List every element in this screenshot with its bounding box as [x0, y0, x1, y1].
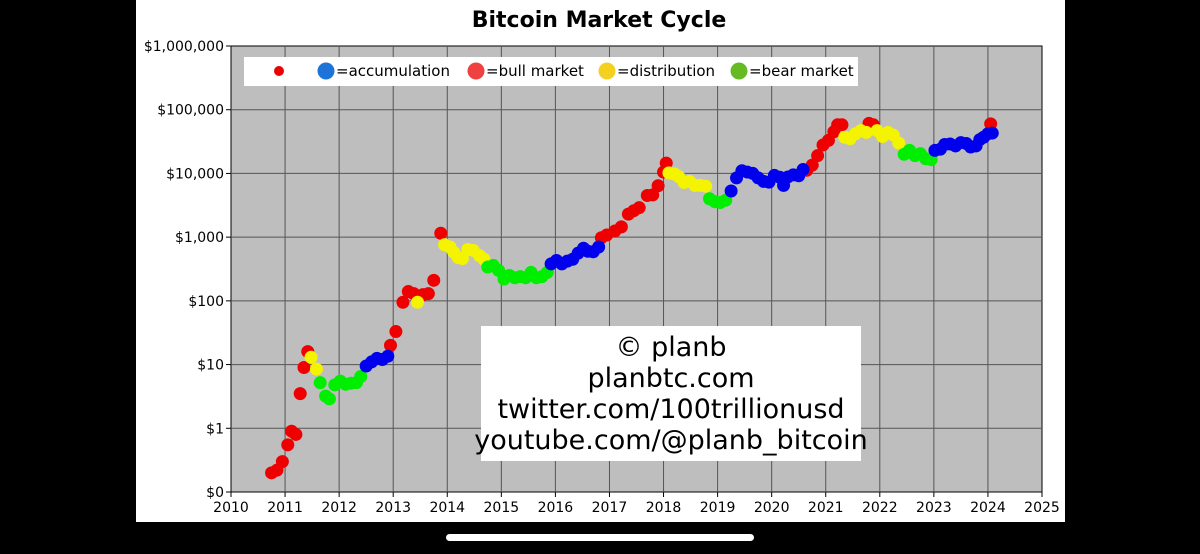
- data-point: [275, 455, 289, 469]
- y-tick-label: $100: [188, 294, 224, 310]
- y-tick-label: $1,000: [175, 230, 224, 246]
- data-point: [632, 201, 646, 215]
- x-tick-label: 2019: [700, 500, 736, 516]
- x-tick-label: 2014: [429, 500, 465, 516]
- data-point: [396, 295, 410, 309]
- data-point: [651, 179, 665, 193]
- x-tick-label: 2023: [916, 500, 952, 516]
- data-point: [614, 220, 628, 234]
- y-tick-label: $10,000: [166, 166, 224, 182]
- data-point: [297, 360, 311, 374]
- legend-box: [244, 57, 858, 86]
- data-point: [322, 392, 336, 406]
- data-points: [265, 116, 999, 480]
- chart-title: Bitcoin Market Cycle: [472, 8, 727, 33]
- legend-label-bull: =bull market: [486, 62, 584, 80]
- legend-marker-bull: [467, 62, 485, 80]
- chart: Bitcoin Market Cycle 2010 2011 2012 2013 201…: [144, 8, 1060, 516]
- x-axis-ticks: 2010 2011 2012 2013 2014 2015 2016 2017 2018 2019…: [213, 492, 1060, 516]
- y-axis-ticks: $0 $1 $10 $100 $1,000 $10,000 $100,000 $1,000,0…: [144, 39, 231, 501]
- data-point: [313, 376, 327, 390]
- watermark-line-1: © planb: [615, 332, 726, 363]
- data-point: [411, 295, 425, 309]
- watermark: © planb planbtc.com twitter.com/100trill…: [474, 326, 868, 461]
- data-point: [289, 427, 303, 441]
- x-tick-label: 2018: [646, 500, 682, 516]
- data-point: [293, 387, 307, 401]
- x-tick-label: 2015: [484, 500, 520, 516]
- data-point: [381, 349, 395, 363]
- watermark-line-2: planbtc.com: [587, 363, 754, 394]
- legend-marker-bear: [730, 62, 748, 80]
- data-point: [859, 125, 873, 139]
- legend-marker-accumulation: [317, 62, 335, 80]
- data-point: [309, 362, 323, 376]
- x-tick-label: 2022: [862, 500, 898, 516]
- data-point: [421, 287, 435, 301]
- data-point: [427, 273, 441, 287]
- data-point: [724, 184, 738, 198]
- x-tick-label: 2020: [754, 500, 790, 516]
- data-point: [835, 118, 849, 132]
- y-tick-label: $10: [197, 358, 224, 374]
- legend: =accumulation =bull market =distribution…: [244, 57, 858, 86]
- y-tick-label: $1,000,000: [144, 39, 224, 55]
- home-indicator: [446, 534, 754, 541]
- data-point: [985, 126, 999, 140]
- x-tick-label: 2011: [267, 500, 303, 516]
- legend-marker-red: [274, 66, 284, 76]
- data-point: [354, 369, 368, 383]
- data-point: [389, 325, 403, 339]
- legend-label-distribution: =distribution: [617, 62, 715, 80]
- data-point: [304, 350, 318, 364]
- data-point: [699, 179, 713, 193]
- x-tick-label: 2013: [375, 500, 411, 516]
- y-tick-label: $0: [206, 485, 224, 501]
- x-tick-label: 2010: [213, 500, 249, 516]
- x-tick-label: 2017: [592, 500, 628, 516]
- watermark-line-4: youtube.com/@planb_bitcoin: [474, 425, 868, 456]
- data-point: [281, 438, 295, 452]
- data-point: [383, 338, 397, 352]
- y-tick-label: $100,000: [157, 103, 224, 119]
- data-point: [592, 240, 606, 254]
- y-tick-label: $1: [206, 421, 224, 437]
- data-point: [659, 156, 673, 170]
- watermark-box: [481, 326, 861, 461]
- data-point: [434, 226, 448, 240]
- chart-card: Bitcoin Market Cycle 2010 2011 2012 2013 201…: [136, 0, 1065, 522]
- legend-marker-distribution: [598, 62, 616, 80]
- x-tick-label: 2016: [538, 500, 574, 516]
- x-tick-label: 2024: [970, 500, 1006, 516]
- x-tick-label: 2012: [321, 500, 357, 516]
- data-point: [811, 149, 825, 163]
- data-point: [892, 136, 906, 150]
- legend-label-accumulation: =accumulation: [336, 62, 450, 80]
- x-tick-label: 2021: [808, 500, 844, 516]
- legend-label-bear: =bear market: [749, 62, 854, 80]
- x-tick-label: 2025: [1024, 500, 1060, 516]
- watermark-line-3: twitter.com/100trillionusd: [497, 394, 844, 425]
- data-point: [796, 163, 810, 177]
